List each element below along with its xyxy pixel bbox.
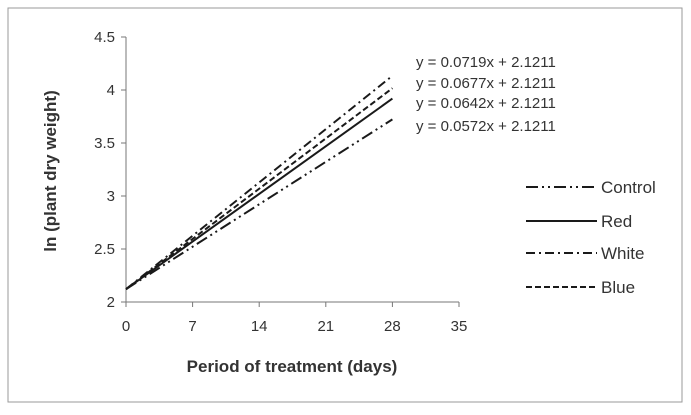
y-tick-label: 4 (107, 82, 115, 99)
y-tick-label: 3.5 (94, 135, 115, 152)
trendline-equation: y = 0.0677x + 2.1211 (416, 75, 556, 92)
series-line-red (125, 97, 393, 290)
legend-label-red: Red (601, 212, 632, 231)
chart-frame (7, 7, 683, 403)
legend-label-white: White (601, 244, 644, 263)
trendline-equations: y = 0.0719x + 2.1211 y = 0.0677x + 2.1211… (416, 54, 556, 135)
y-axis-label: ln (plant dry weight) (41, 90, 60, 252)
ticks: 2 2.5 3 3.5 4 4.5 0 7 14 21 28 35 (94, 29, 467, 335)
legend-label-control: Control (601, 178, 656, 197)
x-tick-label: 7 (188, 318, 196, 335)
y-tick-label: 4.5 (94, 29, 115, 46)
x-tick-label: 0 (122, 318, 130, 335)
x-tick-label: 21 (317, 318, 334, 335)
series-line-control (125, 118, 393, 291)
y-tick-label: 2 (107, 294, 115, 311)
x-tick-label: 35 (451, 318, 468, 335)
trendline-equation: y = 0.0642x + 2.1211 (416, 95, 556, 112)
y-tick-label: 2.5 (94, 241, 115, 258)
x-tick-label: 14 (251, 318, 268, 335)
series-line-blue (125, 87, 394, 290)
series-lines (125, 74, 394, 291)
legend: Control Red White Blue (526, 178, 656, 297)
x-axis-label: Period of treatment (days) (187, 357, 398, 376)
y-tick-label: 3 (107, 188, 115, 205)
trendline-equation: y = 0.0719x + 2.1211 (416, 54, 556, 71)
axes (125, 37, 459, 303)
trendline-equation: y = 0.0572x + 2.1211 (416, 118, 556, 135)
x-tick-label: 28 (384, 318, 401, 335)
legend-label-blue: Blue (601, 278, 635, 297)
